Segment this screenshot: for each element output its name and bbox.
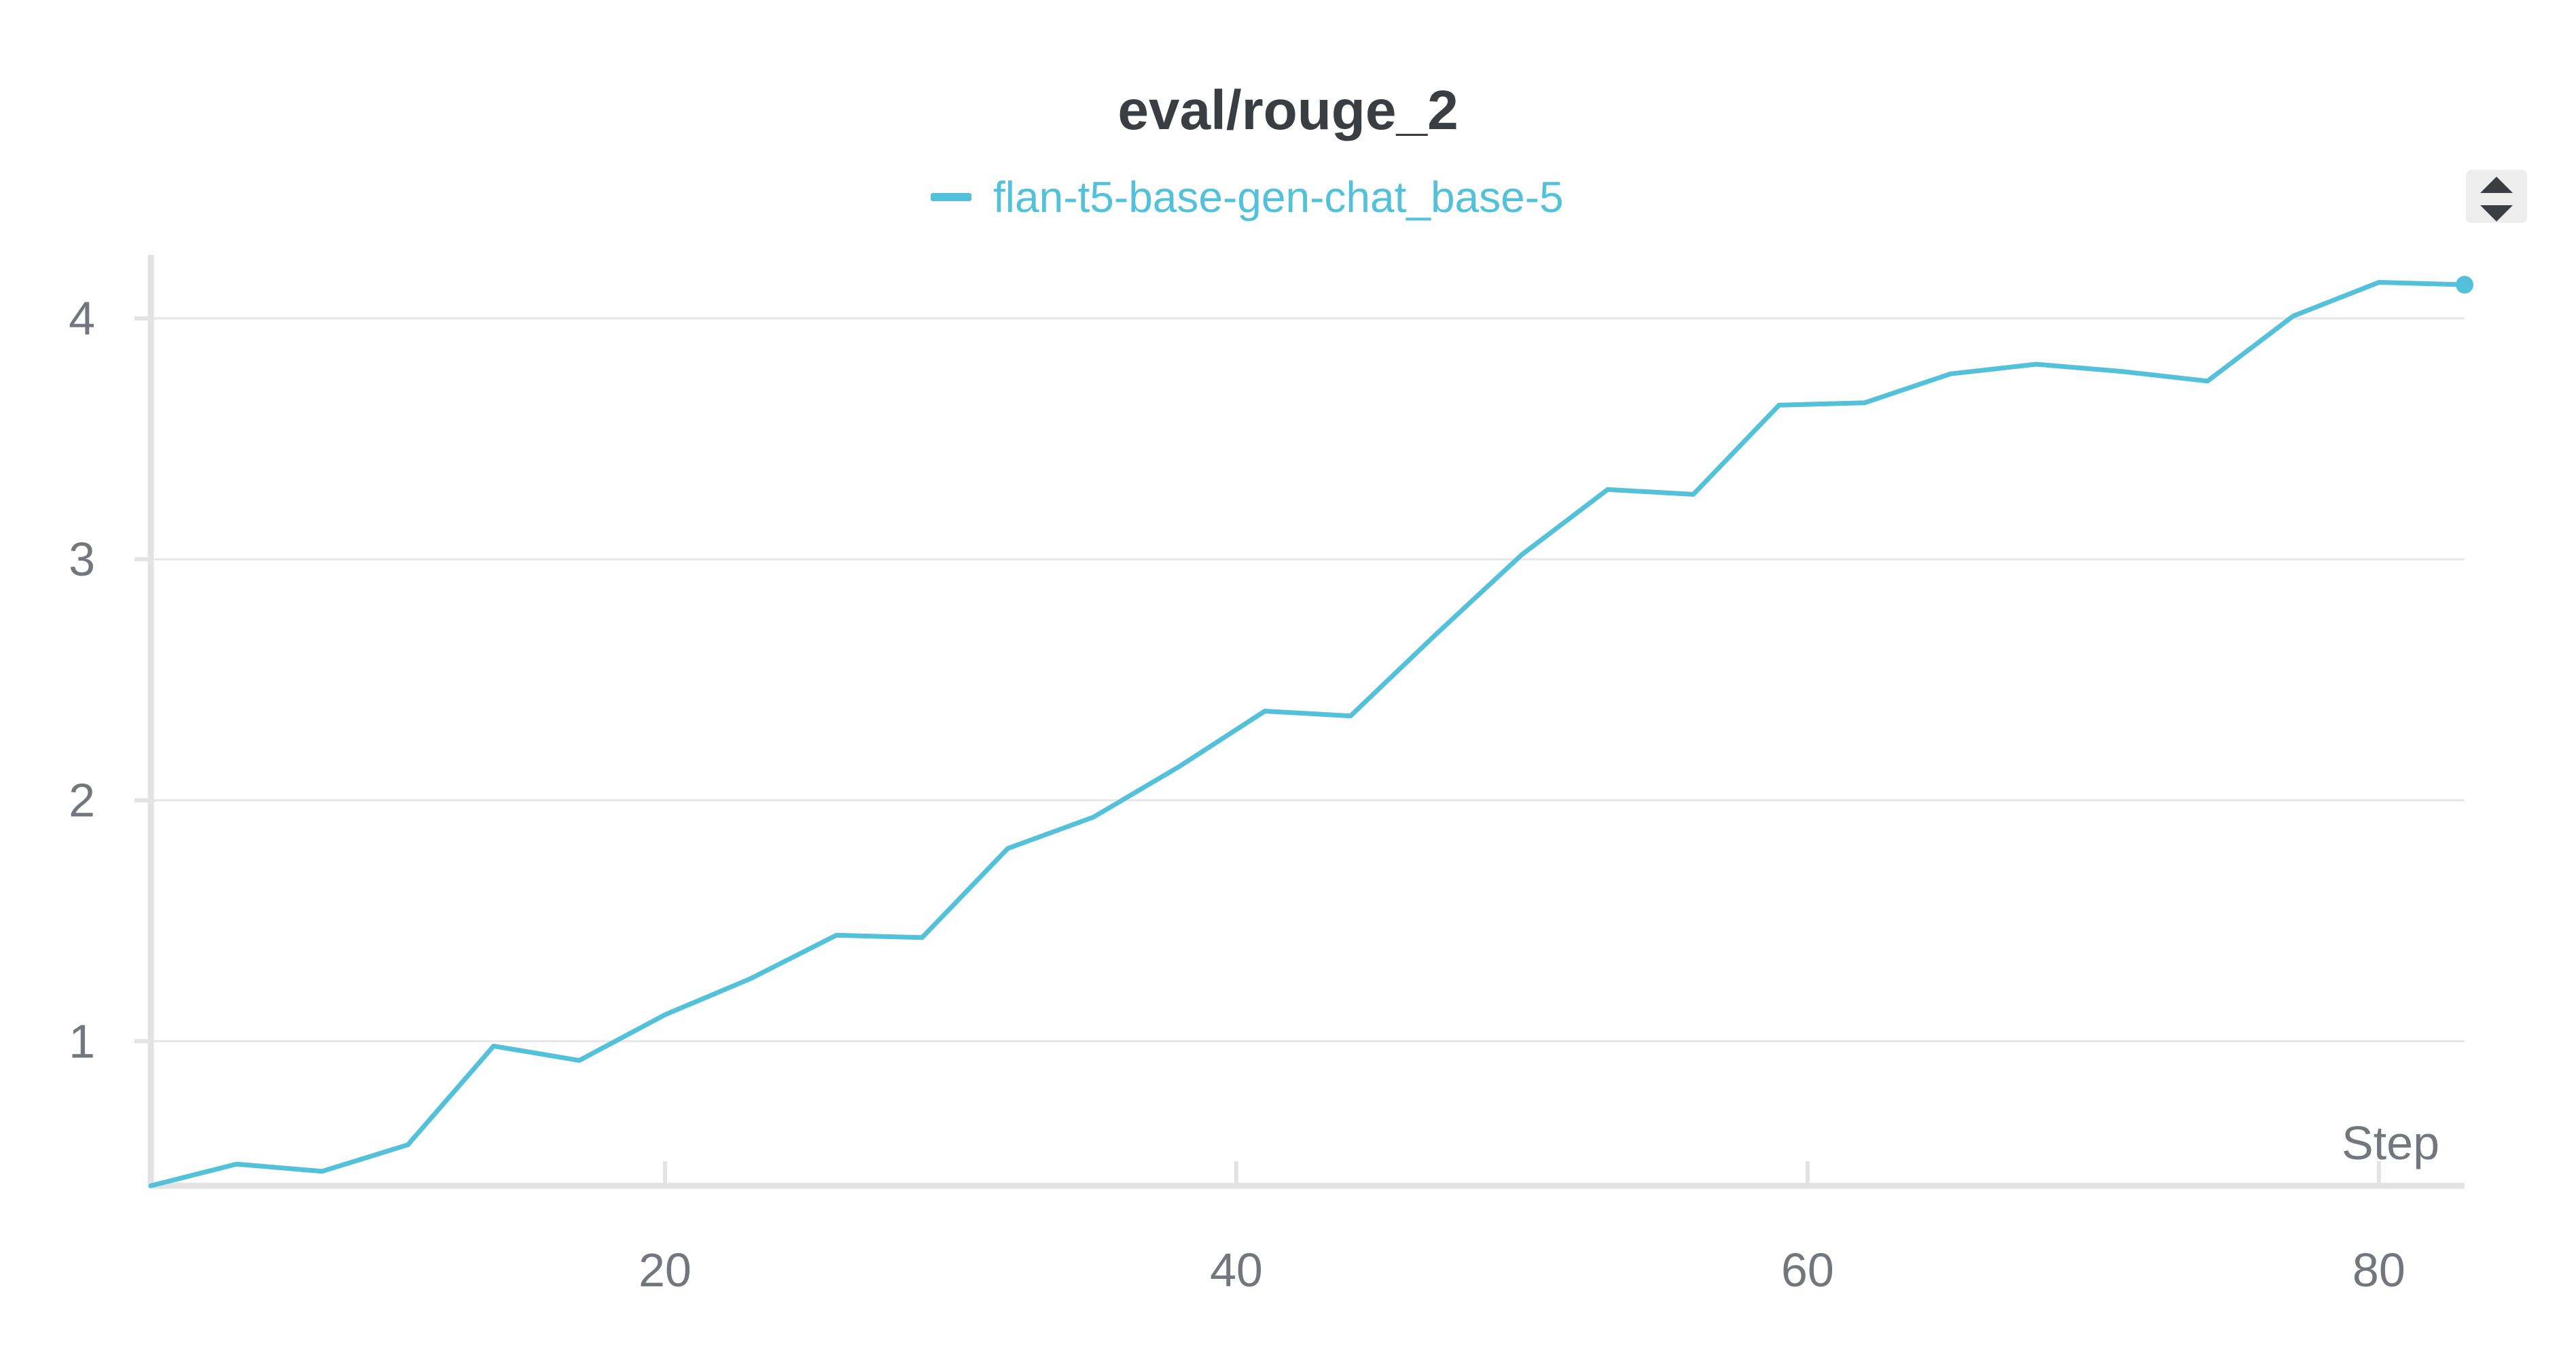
y-tick-label: 2 bbox=[69, 774, 95, 827]
legend[interactable]: flan-t5-base-gen-chat_base-5 bbox=[931, 173, 1564, 222]
y-axis-ticks: 1 2 3 4 bbox=[69, 292, 151, 1068]
x-tick-label: 80 bbox=[2353, 1244, 2405, 1297]
series-end-point[interactable] bbox=[2456, 276, 2473, 294]
x-axis-ticks: 20 40 60 80 bbox=[639, 1161, 2405, 1297]
y-tick-label: 3 bbox=[69, 533, 95, 586]
x-axis-label: Step bbox=[2342, 1116, 2439, 1169]
series-layer bbox=[148, 276, 2473, 1188]
axes bbox=[147, 255, 2465, 1189]
grid-lines bbox=[151, 317, 2465, 1042]
x-tick-label: 20 bbox=[639, 1244, 692, 1297]
y-tick-label: 1 bbox=[69, 1015, 95, 1068]
y-tick-label: 4 bbox=[69, 292, 95, 345]
legend-label: flan-t5-base-gen-chat_base-5 bbox=[993, 173, 1564, 222]
legend-scroll-background bbox=[2466, 170, 2527, 223]
sort-up-down-icon[interactable] bbox=[2480, 177, 2513, 222]
legend-swatch bbox=[931, 193, 971, 201]
x-tick-label: 40 bbox=[1210, 1244, 1263, 1297]
x-tick-label: 60 bbox=[1781, 1244, 1834, 1297]
chart-title: eval/rouge_2 bbox=[1117, 80, 1458, 141]
series-line[interactable] bbox=[148, 280, 2467, 1188]
legend-scroll-control[interactable] bbox=[2466, 170, 2527, 223]
